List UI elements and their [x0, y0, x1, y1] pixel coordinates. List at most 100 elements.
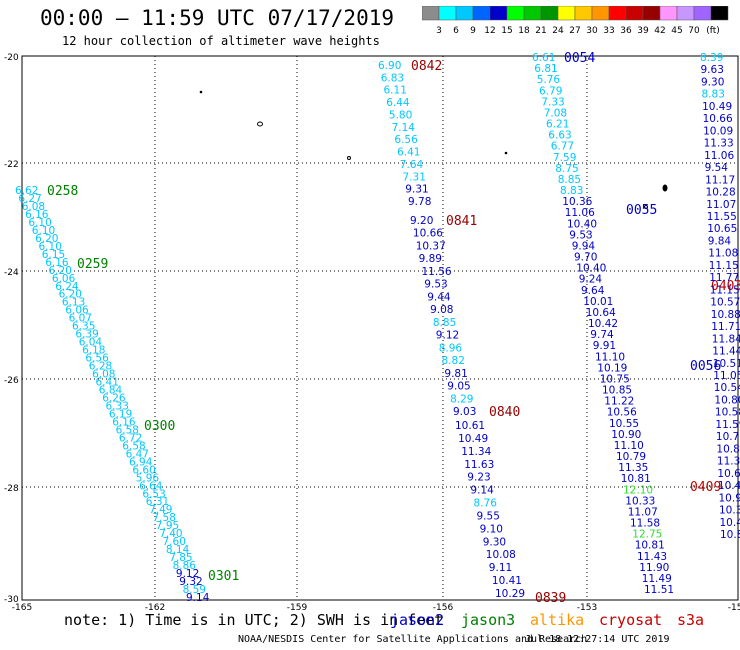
wave-height-value: 8.75	[555, 163, 578, 175]
legend-cryosat: cryosat	[599, 611, 663, 629]
wave-height-value: 6.10	[28, 217, 51, 229]
wave-height-value: 10.54	[714, 382, 740, 394]
colorbar-swatch	[438, 6, 457, 21]
wave-height-value: 10.08	[486, 549, 516, 561]
colorbar-swatch	[506, 6, 525, 21]
colorbar-swatch	[591, 6, 610, 21]
wave-height-value: 9.74	[590, 329, 614, 341]
lon-tick-label: -159	[287, 603, 308, 610]
wave-height-value: 10.85	[602, 385, 632, 397]
legend-altika: altika	[530, 611, 585, 629]
wave-height-value: 9.53	[424, 279, 447, 291]
lon-tick-label: -153	[577, 603, 597, 610]
wave-height-value: 6.16	[25, 209, 49, 221]
wave-height-value: 9.30	[701, 77, 724, 89]
map-frame	[21, 55, 739, 601]
wave-height-value: 10.61	[455, 420, 485, 432]
wave-height-value: 9.12	[176, 568, 199, 580]
wave-height-value: 6.07	[69, 313, 92, 325]
wave-height-value: 6.63	[548, 130, 571, 142]
wave-height-value: 9.23	[467, 472, 490, 484]
wave-height-value: 10.37	[416, 241, 446, 253]
wave-height-value: 8.86	[173, 560, 197, 572]
wave-height-value: 10.70	[716, 431, 740, 443]
wave-height-value: 6.56	[85, 353, 109, 365]
wave-height-value: 8.14	[166, 544, 190, 556]
wave-height-value: 10.94	[719, 492, 740, 504]
wave-height-value: 9.54	[705, 162, 729, 174]
wave-height-value: 6.04	[79, 337, 103, 349]
wave-height-value: 10.56	[607, 407, 637, 419]
wave-height-value: 6.56	[394, 134, 418, 146]
wave-height-value: 9.14	[470, 485, 494, 497]
wave-height-value: 6.81	[534, 63, 557, 75]
colorbar-tick-label: 30	[586, 26, 598, 36]
wave-height-value: 11.35	[717, 456, 740, 468]
wave-height-value: 10.79	[616, 451, 646, 463]
wave-height-value: 7.14	[392, 122, 416, 134]
wave-height-value: 10.19	[597, 362, 627, 374]
wave-height-value: 11.58	[630, 518, 660, 530]
wave-height-value: 9.84	[708, 236, 732, 248]
page-title: 00:00 – 11:59 UTC 07/17/2019	[40, 6, 395, 30]
wave-height-value: 8.96	[439, 342, 463, 354]
wave-height-value: 11.22	[604, 396, 634, 408]
wave-height-value: 10.66	[717, 468, 740, 480]
colorbar-swatch	[540, 6, 559, 21]
colorbar-swatch	[523, 6, 542, 21]
wave-height-value: 10.28	[706, 187, 736, 199]
wave-height-value: 6.11	[384, 85, 407, 97]
page-subtitle: 12 hour collection of altimeter wave hei…	[62, 34, 380, 48]
island-marker	[257, 121, 263, 127]
colorbar-tick-label: 6	[453, 26, 459, 36]
wave-height-value: 11.35	[618, 462, 648, 474]
wave-height-value: 6.72	[119, 432, 142, 444]
lon-tick-label: -150	[728, 603, 740, 610]
wave-height-value: 6.08	[22, 201, 45, 213]
island-marker	[347, 156, 351, 160]
wave-height-value: 6.24	[55, 281, 79, 293]
colorbar-swatch	[455, 6, 474, 21]
wave-height-value: 6.53	[142, 488, 165, 500]
wave-height-value: 11.06	[565, 207, 595, 219]
wave-height-value: 10.75	[600, 373, 630, 385]
wave-height-value: 6.58	[122, 440, 145, 452]
wave-height-value: 10.33	[625, 495, 655, 507]
wave-height-value: 10.64	[586, 307, 616, 319]
islands	[199, 90, 668, 209]
wave-height-value: 6.62	[15, 185, 38, 197]
colorbar-swatch	[676, 6, 695, 21]
pass-time-label: 0839	[535, 591, 566, 606]
pass-time-label: 0055	[626, 203, 657, 218]
lat-tick-label: -20	[4, 53, 19, 63]
wave-height-value: 6.08	[92, 369, 115, 381]
wave-height-value: 11.55	[707, 211, 737, 223]
colorbar-tick-label: 18	[518, 26, 530, 36]
wave-height-value: 6.16	[45, 257, 69, 269]
wave-height-value: 7.85	[169, 552, 192, 564]
wave-height-value: 6.06	[52, 273, 76, 285]
wave-height-value: 9.08	[430, 304, 453, 316]
wave-height-value: 6.77	[551, 141, 574, 153]
wave-height-value: 6.15	[42, 249, 65, 261]
wave-height-value: 9.94	[572, 240, 596, 252]
colorbar-swatch	[642, 6, 661, 21]
wave-height-value: 9.11	[489, 562, 512, 574]
wave-height-value: 9.63	[701, 64, 724, 76]
colorbar-tick-label: 27	[569, 26, 580, 36]
lat-tick-label: -30	[4, 595, 19, 605]
pass-time-label: 0258	[47, 184, 78, 199]
wave-height-value: 9.70	[574, 252, 597, 264]
lon-tick-label: -156	[433, 603, 454, 610]
wave-height-value: 11.71	[711, 321, 740, 333]
lat-tick-label: -24	[4, 268, 19, 278]
wave-height-value: 9.89	[419, 253, 442, 265]
wave-height-value: 6.83	[381, 72, 404, 84]
wave-height-value: 11.06	[704, 150, 734, 162]
wave-height-value: 11.44	[712, 346, 740, 358]
wave-height-value: 11.10	[614, 440, 644, 452]
wave-height-value: 10.40	[567, 218, 597, 230]
wave-height-value: 7.49	[149, 504, 172, 516]
lon-tick-label: -162	[145, 603, 165, 610]
wave-height-value: 6.27	[18, 193, 41, 205]
